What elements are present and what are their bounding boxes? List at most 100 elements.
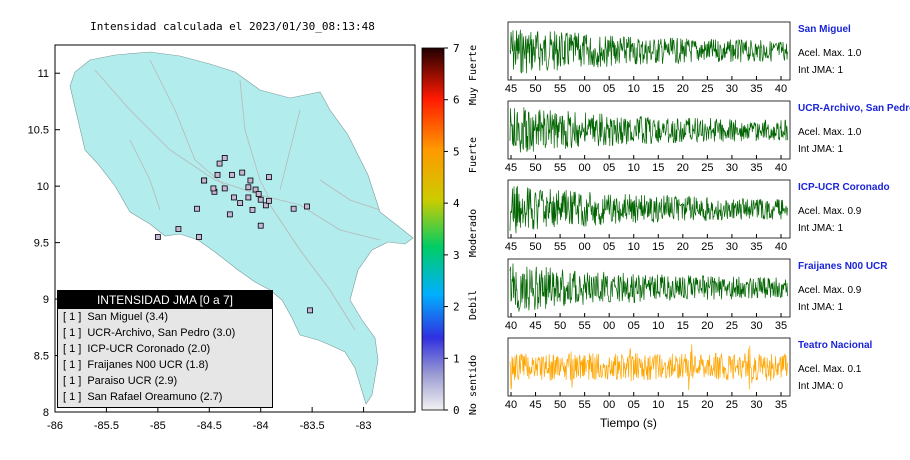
trace-tick-label: 40 (505, 320, 517, 332)
colorbar-tick-label: 0 (453, 404, 460, 417)
trace-tick-label: 40 (775, 162, 787, 174)
trace-tick-label: 55 (554, 241, 566, 253)
legend-rows: [ 1 ] San Miguel (3.4) [ 1 ] UCR-Archivo, S… (58, 309, 272, 405)
trace-jma-intensity: Int JMA: 1 (798, 302, 844, 313)
station-marker (216, 160, 223, 167)
trace-station-name: Teatro Nacional (798, 340, 873, 351)
roads (94, 59, 381, 331)
trace-panel: 45 50 55 00 05 10 15 20 25 30 35 40 (505, 179, 791, 253)
colorbar-category-label: Muy Fuerte (468, 45, 479, 105)
trace-station-name: Fraijanes N00 UCR (798, 261, 888, 272)
trace-tick-label: 15 (677, 320, 689, 332)
trace-tick-label: 50 (529, 241, 541, 253)
station-marker (239, 169, 246, 176)
map-ytick-label: 10 (37, 181, 49, 193)
trace-tick-label: 45 (505, 241, 517, 253)
trace-tick-label: 15 (652, 162, 664, 174)
trace-tick-label: 25 (701, 241, 713, 253)
trace-tick-label: 20 (677, 162, 689, 174)
trace-jma-intensity: Int JMA: 1 (798, 144, 844, 155)
colorbar-tick-label: 5 (453, 145, 460, 158)
trace-tick-label: 35 (750, 241, 762, 253)
trace-tick-label: 15 (652, 83, 664, 95)
trace-tick-label: 00 (579, 162, 591, 174)
trace-tick-label: 35 (750, 83, 762, 95)
legend-level: [ 1 ] (63, 359, 82, 371)
trace-tick-label: 40 (505, 399, 517, 411)
legend-station: UCR-Archivo, San Pedro (3.0) (87, 327, 236, 339)
station-marker (245, 194, 252, 201)
station-marker (221, 155, 228, 161)
trace-accel-max: Acel. Max. 0.1 (798, 364, 862, 375)
trace-tick-label: 05 (603, 83, 615, 95)
map-xtick-label: -85.5 (94, 420, 119, 432)
map-ytick-label: 8.5 (34, 351, 49, 363)
trace-station-name: San Miguel (798, 24, 851, 35)
station-marker (237, 200, 244, 206)
station-marker (210, 185, 217, 192)
trace-tick-label: 55 (554, 83, 566, 95)
legend-row: [ 1 ] Paraiso UCR (2.9) (58, 373, 272, 389)
trace-panel: 45 50 55 00 05 10 15 20 25 30 35 40 (505, 100, 791, 174)
map-xtick-label: -84.5 (197, 420, 222, 432)
legend-station: San Miguel (3.4) (87, 311, 169, 323)
trace-tick-label: 20 (701, 320, 713, 332)
trace-tick-label: 35 (750, 162, 762, 174)
trace-tick-label: 00 (603, 320, 615, 332)
trace-accel-max: Acel. Max. 1.0 (798, 48, 862, 59)
colorbar-tick-label: 1 (453, 352, 460, 365)
map-xtick-label: -85 (150, 420, 166, 432)
trace-accel-max: Acel. Max. 0.9 (798, 285, 862, 296)
trace-tick-label: 05 (628, 320, 640, 332)
legend-station: ICP-UCR Coronado (2.0) (87, 343, 211, 355)
station-marker (229, 171, 235, 178)
trace-tick-label: 55 (579, 399, 591, 411)
station-marker (262, 202, 269, 209)
trace-tick-label: 25 (726, 399, 738, 411)
trace-tick-label: 40 (775, 83, 787, 95)
colorbar-category-label: Moderado (468, 209, 479, 257)
colorbar-category-label: No sentido (468, 355, 479, 415)
trace-tick-label: 35 (775, 399, 787, 411)
trace-tick-label: 10 (652, 320, 664, 332)
x-axis-label: Tiempo (s) (600, 416, 657, 430)
colorbar-tick-label: 6 (453, 94, 460, 107)
map-ytick-label: 9 (43, 294, 49, 306)
costa-rica-land (69, 51, 414, 405)
trace-tick-label: 10 (628, 241, 640, 253)
station-marker (290, 205, 297, 212)
legend-row: [ 1 ] Fraijanes N00 UCR (1.8) (58, 357, 272, 373)
trace-accel-max: Acel. Max. 1.0 (798, 127, 862, 138)
legend-header: INTENSIDAD JMA [0 a 7] (58, 291, 272, 309)
trace-tick-label: 05 (628, 399, 640, 411)
map-title: Intensidad calculada el 2023/01/30_08:13… (90, 20, 375, 33)
station-marker (245, 184, 252, 191)
map-ytick-label: 11 (38, 68, 49, 80)
station-marker (304, 203, 310, 210)
station-marker (257, 222, 264, 229)
trace-tick-label: 10 (628, 83, 640, 95)
legend-station: Fraijanes N00 UCR (1.8) (87, 359, 209, 371)
trace-tick-label: 50 (529, 162, 541, 174)
legend-row: [ 1 ] San Rafael Oreamuno (2.7) (58, 389, 272, 405)
trace-tick-label: 45 (529, 399, 541, 411)
colorbar (421, 47, 445, 411)
trace-waveform (509, 263, 788, 312)
station-marker (231, 194, 237, 201)
trace-tick-label: 45 (505, 83, 517, 95)
map-ytick-label: 8 (43, 407, 49, 419)
trace-waveform (509, 29, 788, 74)
trace-tick-label: 25 (701, 83, 713, 95)
legend-level: [ 1 ] (63, 343, 82, 355)
legend-station: Paraiso UCR (2.9) (87, 375, 178, 387)
station-marker (214, 171, 221, 178)
trace-waveform (509, 185, 788, 234)
trace-tick-label: 00 (579, 83, 591, 95)
trace-tick-label: 10 (652, 399, 664, 411)
trace-tick-label: 50 (554, 320, 566, 332)
trace-tick-label: 50 (554, 399, 566, 411)
station-marker (307, 307, 313, 314)
station-marker (247, 177, 254, 184)
trace-tick-label: 35 (775, 320, 787, 332)
trace-tick-label: 00 (603, 399, 615, 411)
